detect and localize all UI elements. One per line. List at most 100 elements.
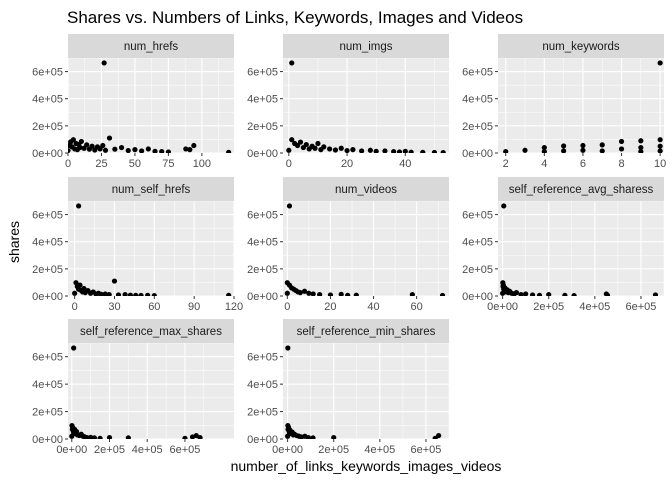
data-point <box>106 292 112 296</box>
y-tick-label: 2e+05 <box>462 121 493 133</box>
data-point <box>408 149 414 153</box>
data-point <box>285 345 291 351</box>
data-point <box>546 292 552 296</box>
x-tick-label: 6 <box>580 158 586 170</box>
data-point <box>286 203 293 209</box>
panel-background <box>283 343 449 439</box>
data-point <box>106 135 113 141</box>
data-point <box>562 292 568 296</box>
y-tick-label: 0e+00 <box>32 434 63 446</box>
data-point <box>391 149 397 153</box>
data-point <box>541 144 547 151</box>
data-point <box>580 142 586 149</box>
data-point <box>286 147 292 153</box>
data-point <box>165 149 172 153</box>
data-point <box>503 149 509 153</box>
y-tick-label: 2e+05 <box>247 121 278 133</box>
data-point <box>152 148 158 153</box>
data-point <box>191 142 197 149</box>
data-point <box>604 292 611 296</box>
data-point <box>439 292 446 296</box>
data-point <box>151 292 157 296</box>
facet-strip-label: num_keywords <box>542 41 620 53</box>
data-point <box>331 435 337 439</box>
data-point <box>122 292 128 296</box>
data-point <box>145 146 151 152</box>
data-point <box>332 147 339 153</box>
y-tick-label: 0e+00 <box>247 291 278 303</box>
data-point <box>326 146 333 152</box>
x-tick-label: 0 <box>286 158 292 170</box>
data-point <box>183 146 189 152</box>
panel-background <box>283 201 449 296</box>
y-tick-label: 0e+00 <box>32 291 63 303</box>
data-point <box>289 60 295 66</box>
data-point <box>305 435 311 439</box>
data-point <box>396 149 403 153</box>
y-tick-label: 6e+05 <box>32 210 63 222</box>
x-tick-label: 90 <box>188 301 200 313</box>
data-point <box>97 435 103 439</box>
data-point <box>133 292 139 296</box>
data-point <box>599 148 605 153</box>
data-points <box>69 345 203 439</box>
data-points <box>68 60 232 153</box>
facet-strip-label: self_reference_min_shares <box>297 326 436 338</box>
x-tick-label: 2 <box>503 158 509 170</box>
data-point <box>84 142 90 148</box>
y-tick-label: 2e+05 <box>247 264 278 276</box>
data-point <box>197 435 203 439</box>
data-points <box>284 203 446 296</box>
data-point <box>373 148 379 153</box>
data-point <box>327 292 334 296</box>
facet-strip-label: num_hrefs <box>124 41 179 53</box>
x-tick-label: 20 <box>324 301 336 313</box>
y-tick-label: 4e+05 <box>247 379 278 391</box>
data-point <box>367 147 373 153</box>
data-point <box>638 149 644 153</box>
panel-grid <box>68 343 234 439</box>
data-point <box>420 149 426 153</box>
y-tick-label: 6e+05 <box>32 67 63 79</box>
x-tick-label: 40 <box>399 158 411 170</box>
panel-background <box>283 58 449 153</box>
data-point <box>125 147 131 153</box>
y-tick-label: 6e+05 <box>32 352 63 364</box>
data-point <box>284 290 290 296</box>
data-point <box>541 149 547 153</box>
data-point <box>580 147 586 153</box>
data-point <box>350 147 356 153</box>
x-tick-label: 60 <box>148 301 160 313</box>
data-point <box>402 148 408 153</box>
data-point <box>409 292 415 296</box>
x-tick-label: 120 <box>225 301 243 313</box>
y-tick-label: 0e+00 <box>462 148 493 160</box>
data-point <box>310 291 316 296</box>
data-point <box>561 148 567 153</box>
facet-strip-label: self_reference_avg_sharess <box>509 184 654 196</box>
y-tick-label: 6e+05 <box>247 67 278 79</box>
facet-panel: self_reference_min_shares 0e+00 2e+05 4e+05… <box>247 319 449 456</box>
data-point <box>345 292 351 296</box>
y-tick-label: 0e+00 <box>32 148 63 160</box>
facet-panel: num_keywords 0e+00 2e+05 4e+05 6e+05 2 4 6 8 10 <box>462 34 666 170</box>
data-point <box>70 137 76 143</box>
data-point <box>115 292 122 296</box>
data-point <box>118 144 125 151</box>
y-tick-label: 6e+05 <box>462 67 493 79</box>
x-tick-label: 4 <box>541 158 547 170</box>
data-point <box>657 148 663 153</box>
data-point <box>657 143 663 149</box>
data-point <box>289 137 295 143</box>
x-tick-label: 4e+05 <box>132 444 163 456</box>
x-tick-label: 6e+05 <box>625 301 656 313</box>
x-tick-label: 50 <box>129 158 141 170</box>
data-point <box>138 292 144 296</box>
data-points <box>500 203 659 296</box>
data-point <box>618 146 625 152</box>
data-point <box>125 435 131 439</box>
data-point <box>182 435 188 439</box>
chart-title: Shares vs. Numbers of Links, Keywords, I… <box>67 8 523 27</box>
panel-background <box>498 201 664 296</box>
